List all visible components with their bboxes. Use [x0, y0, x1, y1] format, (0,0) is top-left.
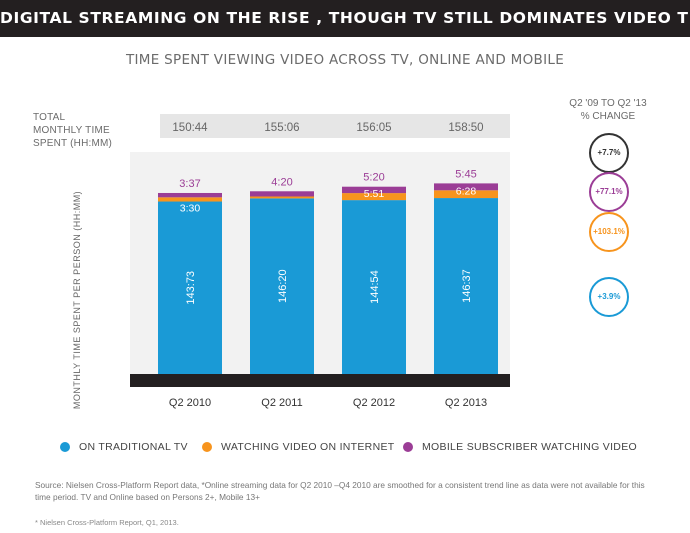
pct-change-circle-internet: +103.1%	[589, 212, 629, 252]
bar-segment-internet	[342, 193, 406, 201]
legend-swatch-mobile	[403, 442, 413, 452]
x-tick-label: Q2 2011	[261, 397, 302, 409]
axis-base-strip	[130, 374, 510, 387]
data-label-internet: 6:28	[456, 185, 477, 197]
data-label-internet: 3:30	[180, 202, 201, 214]
stacked-bar-chart: 143:73 3:30 3:37 150:44 Q2 2010 146:20 4:20 155…	[72, 114, 510, 409]
total-value: 156:05	[356, 122, 391, 134]
totals-band	[160, 114, 510, 138]
bar-segment-internet	[250, 196, 314, 199]
pct-change-value: +7.7%	[597, 148, 621, 157]
totals-label-line-2: MONTHLY TIME	[33, 125, 110, 136]
bar-segment-tv	[250, 198, 314, 374]
data-label-tv: 146:37	[461, 269, 473, 303]
bar-segment-tv	[158, 201, 222, 374]
data-label-mobile: 5:20	[363, 172, 384, 184]
legend-label-tv: ON TRADITIONAL TV	[79, 441, 188, 453]
pct-change-value: +3.9%	[597, 292, 621, 301]
bar-segment-mobile	[158, 192, 222, 198]
x-tick-label: Q2 2012	[353, 397, 395, 409]
data-label-internet: 5:51	[364, 188, 385, 200]
legend-label-internet: WATCHING VIDEO ON INTERNET	[221, 441, 395, 453]
data-label-tv: 143:73	[185, 271, 197, 305]
bar-segment-mobile	[434, 183, 498, 191]
data-label-tv: 144:54	[369, 270, 381, 304]
chart-title: TIME SPENT VIEWING VIDEO ACROSS TV, ONLI…	[125, 52, 565, 68]
bar-segment-mobile	[250, 191, 314, 197]
pct-change-circle-mobile: +77.1%	[589, 172, 629, 212]
pct-change-circle-total: +7.7%	[589, 133, 629, 173]
data-label-mobile: 3:37	[179, 178, 200, 190]
pct-change-title-line-1: Q2 '09 TO Q2 '13	[569, 98, 647, 109]
legend-item-tv: ON TRADITIONAL TV	[60, 441, 188, 453]
totals-label-line-3: SPENT (HH:MM)	[33, 138, 113, 149]
data-label-mobile: 5:45	[455, 168, 476, 180]
footnote: * Nielsen Cross-Platform Report, Q1, 201…	[35, 518, 179, 527]
data-label-tv: 146:20	[277, 269, 289, 303]
bar-segment-internet	[158, 197, 222, 202]
legend-swatch-internet	[202, 442, 212, 452]
legend-item-mobile: MOBILE SUBSCRIBER WATCHING VIDEO	[403, 441, 637, 453]
legend: ON TRADITIONAL TV WATCHING VIDEO ON INTE…	[0, 441, 690, 459]
bar-segment-mobile	[342, 186, 406, 194]
pct-change-title: Q2 '09 TO Q2 '13 % CHANGE	[548, 97, 668, 123]
bar-segment-tv	[342, 200, 406, 374]
banner-title: DIGITAL STREAMING ON THE RISE , THOUGH T…	[0, 0, 690, 37]
bar-segment-tv	[434, 198, 498, 374]
pct-change-value: +103.1%	[593, 227, 625, 236]
data-label-mobile: 4:20	[271, 176, 292, 188]
total-value: 158:50	[448, 122, 483, 134]
total-value: 150:44	[172, 122, 208, 134]
pct-change-title-line-2: % CHANGE	[580, 111, 636, 122]
total-value: 155:06	[264, 122, 299, 134]
legend-label-mobile: MOBILE SUBSCRIBER WATCHING VIDEO	[422, 441, 637, 453]
totals-label: TOTAL MONTHLY TIME SPENT (HH:MM)	[33, 111, 143, 150]
source-note: Source: Nielsen Cross-Platform Report da…	[35, 480, 645, 502]
legend-item-internet: WATCHING VIDEO ON INTERNET	[202, 441, 394, 453]
legend-swatch-tv	[60, 442, 70, 452]
pct-change-value: +77.1%	[595, 187, 623, 196]
x-tick-label: Q2 2013	[445, 397, 487, 409]
pct-change-circle-tv: +3.9%	[589, 277, 629, 317]
bar-segment-internet	[434, 190, 498, 199]
totals-label-line-1: TOTAL	[33, 112, 66, 123]
x-tick-label: Q2 2010	[169, 397, 211, 409]
y-axis-label: MONTHLY TIME SPENT PER PERSON (HH:MM)	[72, 191, 82, 409]
